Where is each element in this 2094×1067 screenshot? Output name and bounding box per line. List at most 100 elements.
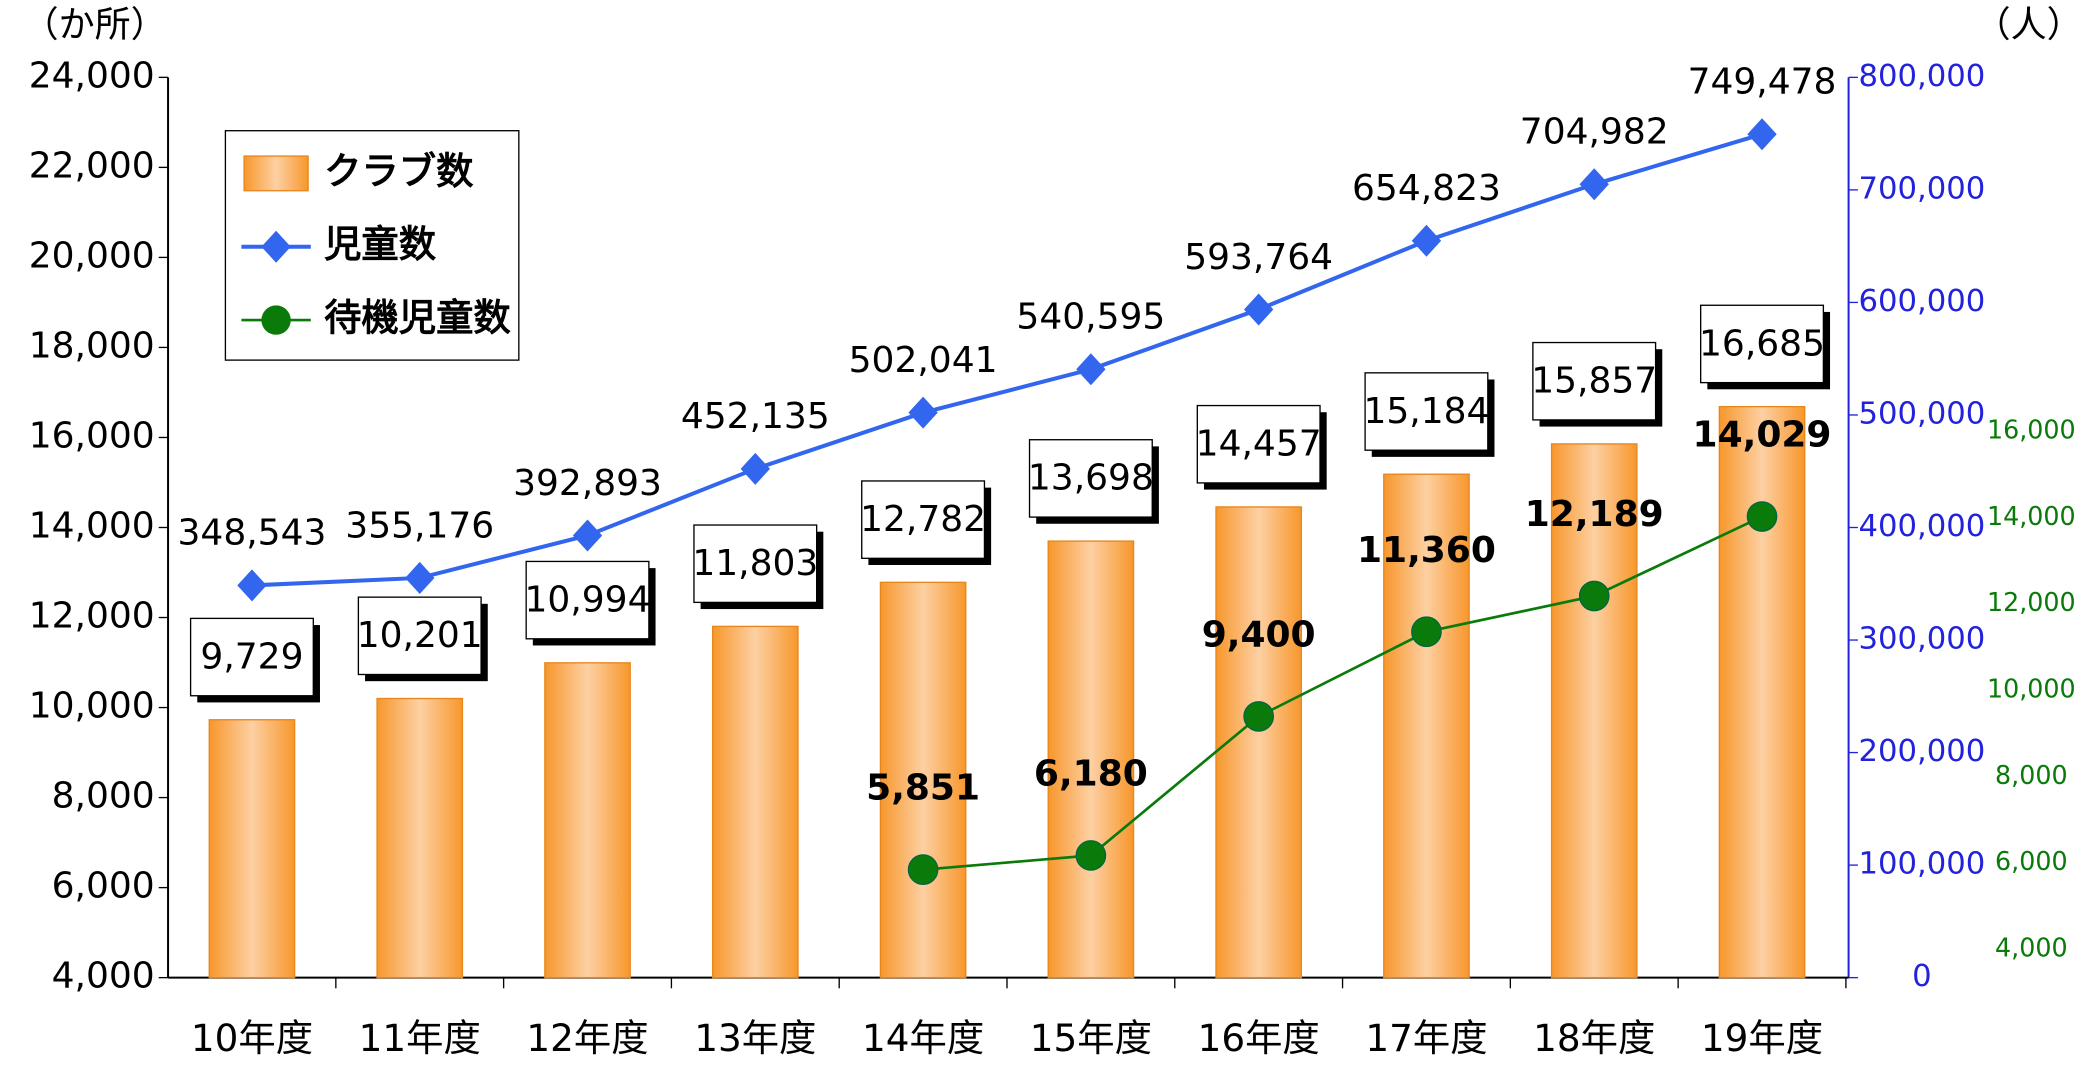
value-label-box [1028, 439, 1153, 518]
y-tick-label: 8,000 [52, 776, 155, 817]
y3-tick-label: 10,000 [1987, 673, 2076, 703]
x-tick-label: 15年度 [1030, 1016, 1152, 1060]
bar [1215, 506, 1303, 979]
y3-tick-label: 8,000 [1995, 760, 2068, 790]
y-tick-label: 18,000 [29, 325, 155, 366]
value-label: 12,189 [1525, 494, 1664, 535]
value-label: 392,893 [513, 463, 662, 504]
marker [1243, 293, 1274, 326]
value-label: 6,180 [1034, 753, 1148, 794]
y-tick-label: 6,000 [52, 866, 155, 907]
line [922, 515, 1763, 871]
value-label: 502,041 [849, 340, 998, 381]
value-label: 654,823 [1352, 168, 1501, 209]
value-label: 11,803 [692, 543, 818, 584]
value-label-box [525, 560, 650, 640]
value-label: 5,851 [866, 768, 980, 809]
y2-tick-label: 400,000 [1859, 509, 1986, 544]
y2-tick-label: 500,000 [1859, 396, 1986, 431]
marker [1411, 224, 1442, 257]
value-label-box [1532, 341, 1657, 421]
y-tick-label: 14,000 [29, 505, 155, 546]
y3-tick-label: 4,000 [1995, 933, 2068, 963]
value-label-box [1196, 404, 1321, 484]
marker [1076, 353, 1106, 386]
value-label-box [1364, 372, 1489, 451]
legend-marker [261, 305, 291, 335]
y2-tick-label: 800,000 [1859, 59, 1986, 94]
value-label-box [861, 480, 986, 559]
value-label: 704,982 [1520, 112, 1669, 153]
value-label: 355,176 [345, 505, 494, 546]
value-label: 10,201 [357, 615, 483, 656]
y-tick-label: 10,000 [29, 686, 155, 727]
y-tick-label: 24,000 [29, 55, 155, 96]
bar [711, 625, 799, 979]
y-axis-label: （か所） [23, 5, 167, 46]
y-tick-label: 22,000 [29, 145, 155, 186]
y-tick-label: 12,000 [29, 596, 155, 637]
bar [1047, 540, 1135, 979]
value-label: 13,698 [1028, 458, 1154, 499]
x-tick-label: 16年度 [1198, 1016, 1320, 1060]
value-label-box [189, 617, 314, 697]
y2-tick-label: 700,000 [1859, 171, 1986, 206]
bar [208, 719, 296, 979]
value-label-box [357, 596, 482, 676]
bar [1383, 473, 1470, 979]
x-tick-label: 18年度 [1533, 1016, 1655, 1060]
x-tick-label: 11年度 [359, 1016, 481, 1060]
marker [237, 569, 267, 602]
value-label: 11,360 [1357, 530, 1496, 571]
y2-tick-label: 0 [1912, 959, 1932, 994]
legend-label: 待機児童数 [324, 296, 511, 340]
y2-tick-label: 200,000 [1859, 734, 1986, 769]
marker [405, 561, 435, 594]
value-label-box [693, 524, 818, 604]
bar [1718, 405, 1806, 979]
marker [907, 854, 939, 885]
x-tick-label: 17年度 [1365, 1016, 1487, 1060]
value-label: 14,029 [1693, 415, 1832, 456]
y-tick-label: 16,000 [29, 415, 155, 456]
y3-tick-label: 16,000 [1987, 414, 2076, 444]
marker [572, 519, 603, 552]
marker [1746, 501, 1778, 532]
legend-swatch [243, 155, 309, 192]
marker [1411, 616, 1442, 648]
value-label: 12,782 [860, 499, 986, 540]
y3-tick-label: 12,000 [1987, 587, 2076, 617]
x-tick-label: 19年度 [1701, 1016, 1823, 1060]
value-label: 15,857 [1531, 361, 1657, 402]
marker [1579, 168, 1609, 201]
value-label: 10,994 [525, 579, 651, 620]
y-tick-label: 4,000 [52, 956, 155, 997]
x-tick-label: 14年度 [862, 1016, 984, 1060]
legend-label: クラブ数 [324, 149, 474, 193]
value-label: 9,400 [1202, 614, 1316, 655]
marker [1075, 840, 1107, 871]
value-label: 348,543 [178, 513, 327, 554]
value-label-box [1700, 304, 1825, 384]
legend-label: 児童数 [324, 222, 437, 266]
value-label: 16,685 [1699, 323, 1825, 364]
line [251, 132, 1763, 588]
y2-axis-label: （人） [1975, 5, 2083, 46]
value-label: 540,595 [1016, 297, 1165, 338]
legend-marker [261, 230, 291, 263]
x-tick-label: 13年度 [694, 1016, 816, 1060]
y2-tick-label: 300,000 [1859, 622, 1986, 657]
y3-tick-label: 6,000 [1995, 846, 2068, 876]
value-label: 593,764 [1184, 237, 1333, 278]
marker [1747, 118, 1777, 151]
value-label: 14,457 [1196, 424, 1322, 465]
x-tick-label: 10年度 [191, 1016, 313, 1060]
y3-tick-label: 14,000 [1987, 501, 2076, 531]
bar [1550, 443, 1638, 979]
value-label: 452,135 [681, 396, 830, 437]
bar [879, 581, 967, 979]
marker [908, 396, 938, 429]
marker [740, 452, 770, 485]
